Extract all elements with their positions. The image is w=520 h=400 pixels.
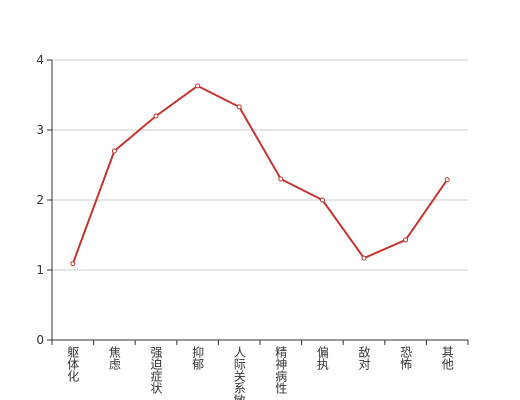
y-tick-label: 4 xyxy=(36,53,44,67)
x-tick-label: 躯体化 xyxy=(66,345,80,383)
x-tick-label: 敌对 xyxy=(357,345,371,370)
y-tick-label: 3 xyxy=(36,123,44,137)
point xyxy=(195,83,201,89)
y-tick-label: 0 xyxy=(36,333,44,347)
point xyxy=(278,176,284,182)
x-tick-label: 偏执 xyxy=(315,345,329,371)
point xyxy=(70,261,76,267)
x-tick-label: 强迫症状 xyxy=(149,346,163,394)
point xyxy=(236,104,242,110)
line xyxy=(71,84,449,265)
point xyxy=(153,113,159,119)
point xyxy=(444,177,450,183)
x-tick-label: 焦虑 xyxy=(107,346,121,370)
x-tick-label: 其他 xyxy=(440,346,454,370)
y-tick-label: 1 xyxy=(36,263,44,277)
x-tick-label: 恐怖 xyxy=(399,346,413,370)
point xyxy=(403,237,409,243)
y-tick-label: 2 xyxy=(36,193,44,207)
point xyxy=(361,255,367,261)
x-tick-label: 抑郁 xyxy=(191,345,205,371)
x-tick-label: 人际关系敏感 xyxy=(232,346,246,400)
point xyxy=(319,197,325,203)
x-tick-label: 精神病性 xyxy=(274,346,288,395)
point xyxy=(111,148,117,154)
